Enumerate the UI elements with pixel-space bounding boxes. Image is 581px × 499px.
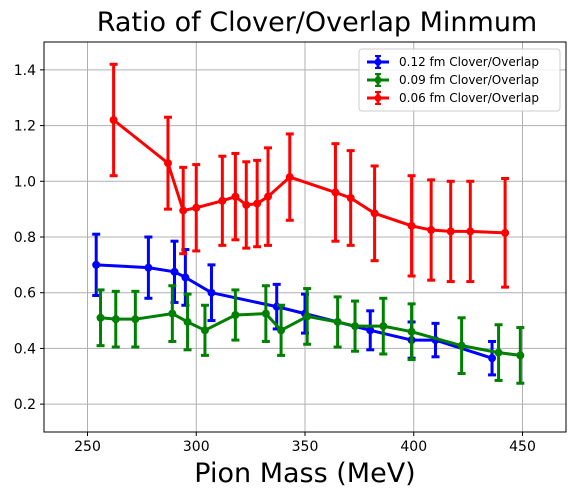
data-point [457, 341, 466, 350]
data-point [446, 227, 455, 236]
data-point [466, 227, 475, 236]
data-point [407, 221, 416, 230]
legend-label: 0.06 fm Clover/Overlap [399, 91, 539, 105]
data-point [109, 116, 118, 124]
data-point [366, 326, 375, 335]
data-point [351, 322, 360, 331]
axis-ticks: 250 300 350 400 450 0.2 0.4 0.6 0.8 1.0 1.2 1.4 [14, 63, 536, 455]
data-point [277, 326, 286, 335]
y-tick-label: 0.6 [14, 286, 36, 302]
y-tick-label: 0.2 [14, 397, 36, 413]
data-point [253, 199, 262, 208]
series-line [112, 118, 506, 235]
series-line [100, 312, 521, 357]
data-point [333, 317, 342, 326]
data-point [261, 309, 270, 318]
data-point [144, 263, 153, 272]
data-point [407, 327, 416, 336]
data-point [516, 351, 525, 360]
data-point [179, 206, 188, 215]
data-point [96, 313, 105, 322]
data-point [494, 348, 503, 357]
data-point [207, 288, 216, 297]
data-point [200, 326, 209, 335]
data-point [163, 159, 172, 168]
series-0 [92, 232, 497, 377]
series-1 [96, 284, 525, 385]
data-point [242, 200, 251, 209]
data-point [427, 226, 436, 235]
data-point [168, 309, 177, 318]
chart-title: Ratio of Clover/Overlap Minmum [97, 7, 538, 38]
x-tick-label: 250 [74, 439, 101, 455]
legend-marker [374, 94, 382, 102]
data-point [218, 196, 227, 205]
y-tick-label: 0.4 [14, 341, 36, 357]
x-tick-label: 450 [509, 439, 536, 455]
data-point [231, 192, 240, 201]
y-tick-label: 1.4 [14, 63, 36, 79]
legend-marker [374, 76, 382, 84]
y-tick-label: 1.0 [14, 174, 36, 190]
data-point [303, 312, 312, 321]
data-point [170, 267, 179, 276]
series-2 [109, 62, 510, 289]
legend-marker [374, 58, 382, 66]
legend-label: 0.12 fm Clover/Overlap [399, 55, 539, 69]
x-tick-label: 350 [292, 439, 319, 455]
data-point [131, 315, 140, 324]
data-point [501, 228, 510, 237]
data-point [192, 203, 201, 212]
x-tick-label: 400 [400, 439, 427, 455]
legend-box [358, 48, 561, 112]
x-axis-label: Pion Mass (MeV) [194, 458, 415, 489]
grid-lines [44, 42, 566, 432]
data-point [346, 194, 355, 202]
series-group [92, 62, 525, 385]
legend: 0.12 fm Clover/Overlap 0.09 fm Clover/Ove… [358, 48, 561, 112]
data-point [370, 209, 379, 218]
data-point [379, 322, 388, 331]
data-point [111, 315, 120, 324]
data-point [264, 192, 273, 201]
data-point [231, 311, 240, 319]
data-point [92, 260, 101, 269]
legend-label: 0.09 fm Clover/Overlap [399, 73, 539, 87]
data-point [488, 354, 497, 363]
x-tick-label: 300 [183, 439, 210, 455]
data-point [331, 188, 340, 197]
y-tick-label: 0.8 [14, 230, 36, 246]
data-point [183, 317, 192, 326]
data-point [181, 273, 190, 282]
data-point [285, 173, 294, 182]
y-tick-label: 1.2 [14, 119, 36, 135]
plot-frame [43, 41, 567, 433]
